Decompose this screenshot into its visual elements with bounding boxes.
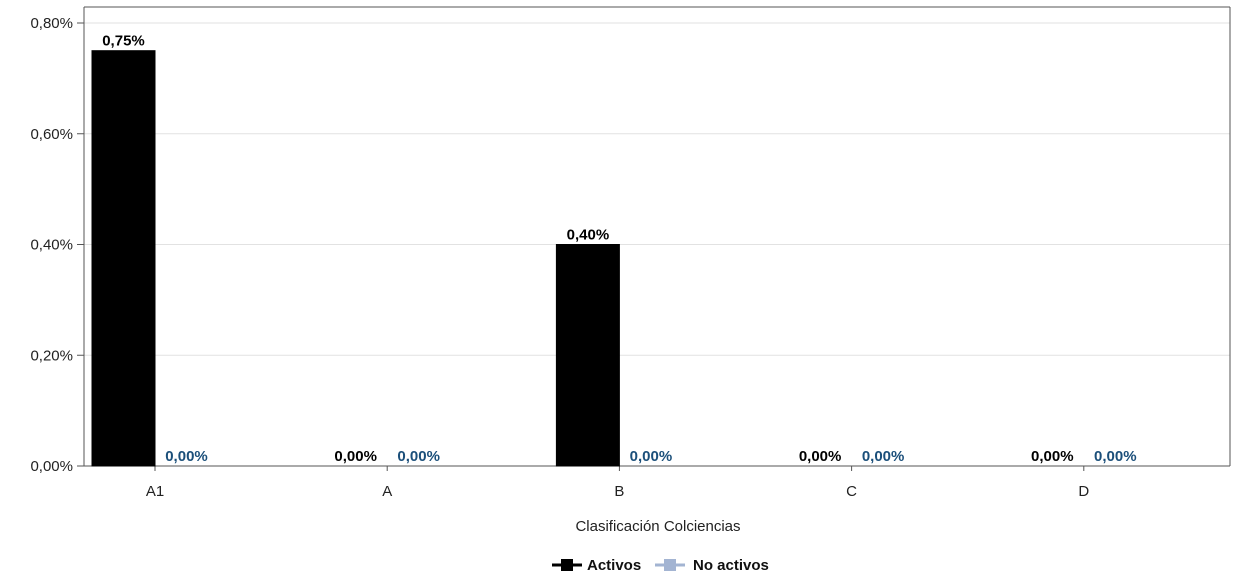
data-label-no-activos-a1: 0,00% — [165, 448, 208, 465]
data-label-no-activos-c: 0,00% — [862, 448, 905, 465]
data-label-activos-a: 0,00% — [334, 448, 377, 465]
data-labels: 0,75%0,00%0,40%0,00%0,00%0,12%0,00%0,00%… — [102, 33, 1137, 465]
legend-label-no-activos: No activos — [693, 557, 769, 574]
data-label-no-activos-a: 0,00% — [397, 448, 440, 465]
data-label-activos-d: 0,00% — [1031, 448, 1074, 465]
data-label-activos-a1: 0,75% — [102, 33, 145, 50]
x-axis-title: Clasificación Colciencias — [575, 518, 740, 535]
data-label-activos-b: 0,40% — [567, 227, 610, 244]
bars — [91, 50, 620, 467]
bar-activos-a1 — [91, 50, 156, 467]
legend-item-no-activos: No activos — [655, 557, 769, 574]
y-tick-label: 0,60% — [30, 126, 73, 143]
data-label-activos-c: 0,00% — [799, 448, 842, 465]
y-tick-label: 0,20% — [30, 347, 73, 364]
legend-item-activos: Activos — [552, 557, 641, 574]
legend: Activos No activos — [552, 557, 769, 574]
grid-lines — [84, 22, 1230, 356]
data-label-no-activos-b: 0,00% — [630, 448, 673, 465]
y-tick-label: 0,00% — [30, 458, 73, 475]
x-tick-label-a1: A1 — [146, 483, 164, 500]
legend-label-activos: Activos — [587, 557, 641, 574]
x-tick-label-d: D — [1078, 483, 1089, 500]
x-tick-label-a: A — [382, 483, 392, 500]
axes: 0,00%0,20%0,40%0,60%0,80%A1ABCDSin categ… — [30, 6, 1231, 500]
legend-marker-activos — [561, 559, 573, 571]
bar-activos-b — [555, 244, 620, 467]
y-tick-label: 0,80% — [30, 15, 73, 32]
data-label-no-activos-d: 0,00% — [1094, 448, 1137, 465]
legend-marker-no-activos — [664, 559, 676, 571]
x-tick-label-b: B — [614, 483, 624, 500]
y-tick-label: 0,40% — [30, 237, 73, 254]
x-tick-label-c: C — [846, 483, 857, 500]
